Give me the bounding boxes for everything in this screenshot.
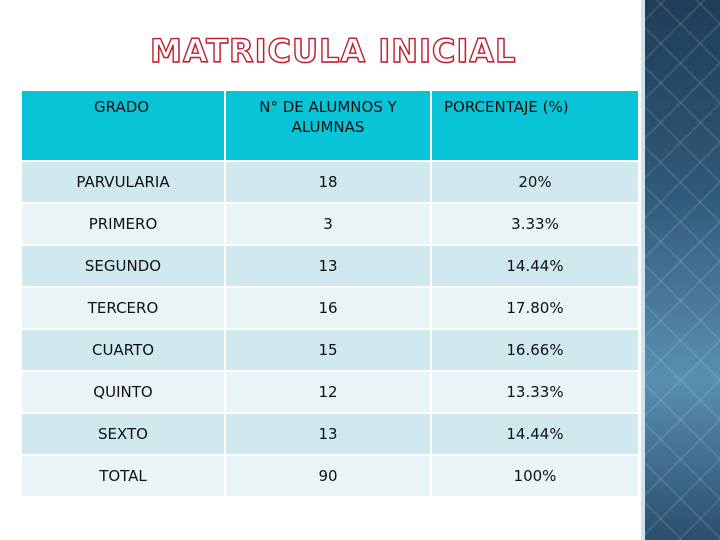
enrollment-table: GRADO N° DE ALUMNOS Y ALUMNAS PORCENTAJE… xyxy=(20,89,640,498)
cell-porcentaje: 13.33% xyxy=(430,370,640,414)
cell-grado: SEGUNDO xyxy=(20,244,226,288)
cell-grado: TOTAL xyxy=(20,454,226,498)
cell-porcentaje: 100% xyxy=(430,454,640,498)
cell-grado: SEXTO xyxy=(20,412,226,456)
table-row: SEXTO 13 14.44% xyxy=(20,412,640,456)
slide-title: MATRICULA INICIAL xyxy=(149,31,517,70)
cell-alumnos: 12 xyxy=(224,370,432,414)
cell-porcentaje: 20% xyxy=(430,160,640,204)
cell-porcentaje: 17.80% xyxy=(430,286,640,330)
table-row: CUARTO 15 16.66% xyxy=(20,328,640,372)
header-grado: GRADO xyxy=(20,89,226,162)
decorative-side-panel xyxy=(641,0,720,540)
table-row: SEGUNDO 13 14.44% xyxy=(20,244,640,288)
header-porcentaje: PORCENTAJE (%) xyxy=(430,89,640,162)
cell-grado: QUINTO xyxy=(20,370,226,414)
cell-porcentaje: 3.33% xyxy=(430,202,640,246)
cell-alumnos: 13 xyxy=(224,244,432,288)
cell-grado: PRIMERO xyxy=(20,202,226,246)
table-header-row: GRADO N° DE ALUMNOS Y ALUMNAS PORCENTAJE… xyxy=(20,89,640,162)
cell-porcentaje: 14.44% xyxy=(430,244,640,288)
table-row: QUINTO 12 13.33% xyxy=(20,370,640,414)
header-alumnos: N° DE ALUMNOS Y ALUMNAS xyxy=(224,89,432,162)
cell-alumnos: 18 xyxy=(224,160,432,204)
cell-grado: TERCERO xyxy=(20,286,226,330)
cell-alumnos: 3 xyxy=(224,202,432,246)
cell-alumnos: 13 xyxy=(224,412,432,456)
table-row: PRIMERO 3 3.33% xyxy=(20,202,640,246)
cell-grado: CUARTO xyxy=(20,328,226,372)
cell-porcentaje: 14.44% xyxy=(430,412,640,456)
cell-porcentaje: 16.66% xyxy=(430,328,640,372)
table-row: PARVULARIA 18 20% xyxy=(20,160,640,204)
cell-alumnos: 16 xyxy=(224,286,432,330)
cell-alumnos: 15 xyxy=(224,328,432,372)
cell-alumnos: 90 xyxy=(224,454,432,498)
cell-grado: PARVULARIA xyxy=(20,160,226,204)
table-row: TERCERO 16 17.80% xyxy=(20,286,640,330)
table-row-total: TOTAL 90 100% xyxy=(20,454,640,498)
